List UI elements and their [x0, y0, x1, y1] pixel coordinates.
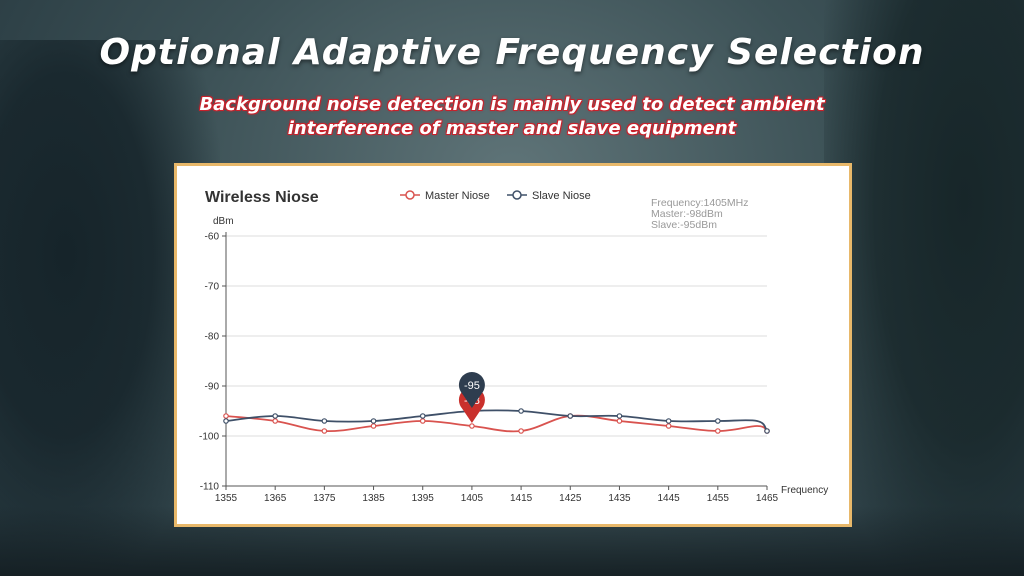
chart-panel: Wireless Niose dBm Frequency Master Nios… [174, 163, 852, 527]
marker-tail [462, 408, 482, 423]
data-point[interactable] [665, 423, 672, 429]
x-tick-label: 1395 [412, 493, 435, 504]
markers: -98-95 [458, 372, 485, 423]
legend-item-slave[interactable]: Slave Niose [507, 190, 591, 202]
y-tick-label: -90 [205, 382, 220, 393]
x-tick-label: 1385 [362, 493, 385, 504]
y-tick-label: -110 [200, 482, 220, 493]
x-axis-label: Frequency [781, 485, 828, 496]
tooltip-readout: Frequency:1405MHz Master:-98dBm Slave:-9… [651, 197, 748, 231]
legend-label-master: Master Niose [425, 190, 490, 202]
data-point[interactable] [223, 418, 229, 424]
x-tick-label: 1445 [658, 493, 681, 504]
tooltip-frequency: Frequency:1405MHz [651, 197, 748, 209]
legend-label-slave: Slave Niose [532, 190, 591, 202]
marker-bubble [458, 372, 485, 398]
x-tick-label: 1435 [608, 493, 631, 504]
data-point[interactable] [715, 418, 721, 424]
data-point[interactable] [764, 428, 770, 434]
chart-title: Wireless Niose [205, 189, 319, 206]
data-point[interactable] [272, 413, 278, 419]
x-tick-label: 1405 [461, 493, 484, 504]
data-point[interactable] [616, 413, 623, 419]
y-tick-label: -70 [205, 282, 220, 293]
data-point[interactable] [518, 428, 524, 434]
data-point[interactable] [272, 418, 278, 424]
y-axis-label: dBm [213, 216, 234, 227]
data-point[interactable] [370, 423, 377, 429]
y-tick-label: -80 [205, 332, 220, 343]
grid [226, 235, 767, 437]
x-tick-label: 1415 [510, 493, 533, 504]
marker-pin-1: -95 [458, 372, 485, 408]
x-tick-label: 1375 [313, 493, 336, 504]
subtitle-line-2: interference of master and slave equipme… [287, 118, 737, 139]
marker-tail [462, 393, 482, 408]
x-tick-label: 1425 [559, 493, 582, 504]
legend-dot-master [405, 190, 415, 200]
tooltip-slave: Slave:-95dBm [651, 219, 717, 231]
data-point[interactable] [616, 418, 623, 424]
x-tick-label: 1465 [756, 493, 779, 504]
data-point[interactable] [665, 418, 672, 424]
data-point[interactable] [715, 428, 721, 434]
slide-title: Optional Adaptive Frequency Selection [99, 32, 925, 73]
data-point[interactable] [419, 418, 426, 424]
data-point[interactable] [518, 408, 524, 414]
x-tick-label: 1355 [215, 493, 238, 504]
x-tick-label: 1365 [264, 493, 287, 504]
data-point[interactable] [321, 418, 328, 424]
series-line-0 [225, 414, 768, 433]
legend-dot-slave [512, 190, 522, 200]
y-tick-label: -60 [205, 232, 220, 243]
y-tick-label: -100 [199, 432, 219, 443]
x-tick-label: 1455 [707, 493, 730, 504]
data-point[interactable] [321, 428, 328, 434]
data-point[interactable] [419, 413, 426, 419]
data-point[interactable] [469, 423, 475, 429]
tooltip-master: Master:-98dBm [651, 208, 723, 220]
data-point[interactable] [370, 418, 377, 424]
legend: Master Niose Slave Niose [400, 190, 591, 202]
data-point[interactable] [567, 413, 574, 419]
slide-subtitle: Background noise detection is mainly use… [120, 93, 904, 141]
subtitle-line-1: Background noise detection is mainly use… [199, 94, 825, 115]
legend-item-master[interactable]: Master Niose [400, 190, 490, 202]
data-point[interactable] [223, 413, 229, 419]
background-trees-right [824, 0, 1024, 576]
series-lines [223, 408, 770, 434]
wireless-noise-chart: Wireless Niose dBm Frequency Master Nios… [199, 189, 828, 505]
marker-label: -95 [464, 380, 480, 392]
